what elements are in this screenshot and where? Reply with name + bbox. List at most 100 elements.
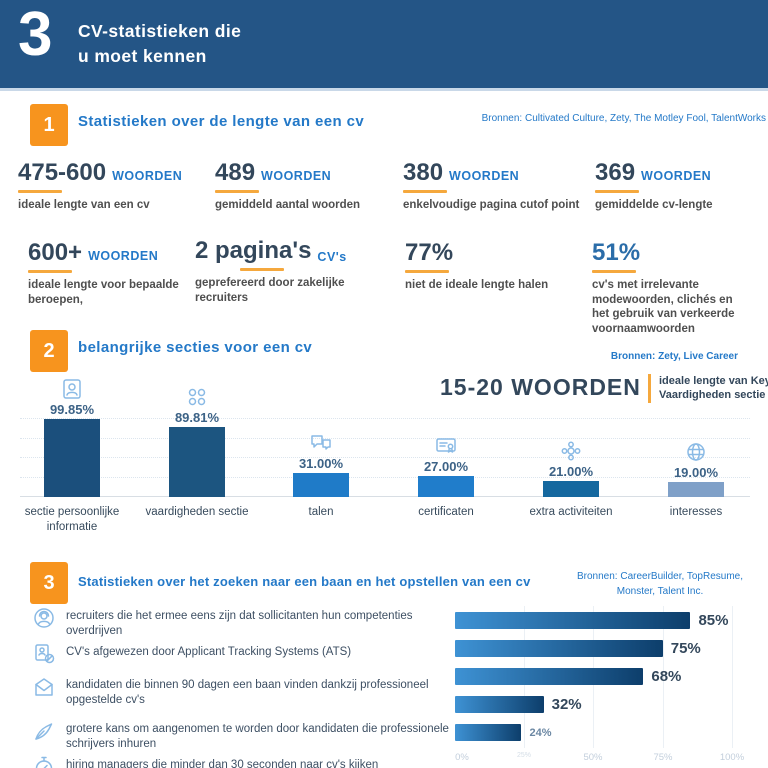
hbar-group: 85% — [455, 612, 728, 629]
section1-number: 1 — [43, 113, 55, 136]
bar-2 — [455, 668, 644, 685]
stat-number: 369 — [595, 159, 636, 186]
skills-icon — [185, 385, 209, 409]
list-item: hiring managers die minder dan 30 second… — [32, 755, 452, 768]
gridline — [732, 606, 733, 748]
stat-average-words: 489 WOORDEN gemiddeld aantal woorden — [215, 159, 400, 213]
stat-underline — [595, 190, 639, 194]
bar-3 — [455, 696, 544, 713]
stat-600plus-words: 600+ WOORDEN ideale lengte voor bepaalde … — [28, 239, 198, 307]
stat-buzzwords: 51% cv's met irrelevante modewoorden, cl… — [592, 239, 760, 336]
stat-unit: WOORDEN — [261, 169, 332, 183]
stat-single-page-cutoff: 380 WOORDEN enkelvoudige pagina cutof poi… — [403, 159, 598, 213]
gridline — [20, 438, 750, 439]
bar-3 — [418, 475, 474, 497]
stat-number: 489 — [215, 159, 256, 186]
bar-value-label: 21.00% — [548, 463, 594, 479]
ats-icon — [32, 642, 56, 666]
stat-caption: ideale lengte van een cv — [18, 199, 150, 212]
interests-icon — [684, 440, 708, 464]
stat-caption: ideale lengte voor bepaalde beroepen, — [28, 279, 179, 306]
bar-category-label: extra activiteiten — [529, 506, 613, 518]
stat-caption: geprefereerd door zakelijke recruiters — [195, 277, 345, 304]
stat-underline — [28, 270, 72, 274]
vbar-group: 21.00% — [506, 439, 636, 497]
x-axis-tick: 50% — [583, 752, 603, 763]
section1-number-badge: 1 — [30, 104, 68, 146]
list-item-text: CV's afgewezen door Applicant Tracking S… — [66, 646, 352, 659]
envelope-icon — [32, 675, 56, 699]
list-item: grotere kans om aangenomen te worden doo… — [32, 719, 452, 751]
vbar-group: 19.00% — [631, 440, 761, 497]
stat-caption: enkelvoudige pagina cutof point — [403, 199, 580, 212]
vbar-group: 31.00% — [256, 431, 386, 497]
header-divider — [0, 88, 768, 91]
x-axis-tick: 75% — [653, 752, 673, 763]
stat-caption: gemiddeld aantal woorden — [215, 199, 361, 212]
section2-sources: Bronnen: Zety, Live Career — [610, 351, 738, 362]
bar-value-label: 27.00% — [423, 458, 469, 474]
stat-number: 475-600 — [18, 159, 107, 186]
languages-icon — [309, 431, 333, 455]
bar-1 — [169, 426, 225, 497]
vbar-group: 99.85% — [7, 377, 137, 497]
stat-number: 77% — [405, 239, 454, 266]
certificate-icon — [434, 434, 458, 458]
pen-icon — [32, 719, 56, 743]
section3-sources-line2: Monster, Talent Inc. — [616, 585, 704, 597]
highlight-key-label: ideale lengte van Key Vaardigheden secti… — [648, 374, 768, 403]
bar-category-label: talen — [308, 506, 334, 518]
header-banner: 3 CV-statistieken die u moet kennen — [0, 0, 768, 88]
stat-underline — [405, 270, 449, 274]
bar-value-label: 32% — [551, 696, 582, 713]
bar-0 — [44, 419, 100, 497]
stat-number: 51% — [592, 239, 641, 266]
stat-underline — [215, 190, 259, 194]
stat-caption: niet de ideale lengte halen — [405, 279, 549, 292]
job-stats-bar-chart: 85% 75% 68% 32% 24% 0% 25% 50% 75% 100% — [452, 606, 764, 764]
bar-value-label: 31.00% — [298, 455, 344, 471]
stopwatch-icon — [32, 755, 56, 768]
section2-number-badge: 2 — [30, 330, 68, 372]
hbar-group: 24% — [455, 724, 552, 741]
bar-2 — [293, 472, 349, 497]
bar-1 — [455, 640, 663, 657]
section3-title: Statistieken over het zoeken naar een ba… — [78, 574, 531, 589]
list-item-text: hiring managers die minder dan 30 second… — [66, 759, 379, 768]
list-item-text: recruiters die het ermee eens zijn dat s… — [66, 610, 413, 637]
bar-value-label: 24% — [529, 726, 552, 739]
bar-category-label: sectie persoonlijke informatie — [24, 506, 120, 533]
stat-underline — [240, 268, 284, 272]
bar-value-label: 99.85% — [49, 402, 95, 418]
section2-title: belangrijke secties voor een cv — [78, 339, 313, 356]
activities-icon — [559, 439, 583, 463]
bar-category-label: vaardigheden sectie — [145, 506, 249, 518]
stat-number: 380 — [403, 159, 444, 186]
section3-number: 3 — [43, 571, 55, 594]
stat-unit: CV's — [317, 250, 347, 264]
recruiter-icon — [32, 606, 56, 630]
list-item: CV's afgewezen door Applicant Tracking S… — [32, 642, 452, 666]
bar-category-label: interesses — [669, 506, 723, 518]
bar-value-label: 75% — [670, 640, 701, 657]
hbar-group: 32% — [455, 696, 582, 713]
stat-average-cv-length: 369 WOORDEN gemiddelde cv-lengte — [595, 159, 765, 213]
stat-number: 600+ — [28, 239, 83, 266]
x-axis-line — [20, 496, 750, 497]
page-title-line2: u moet kennen — [78, 46, 207, 67]
section3-number-badge: 3 — [30, 562, 68, 604]
cv-sections-bar-chart: 99.85% sectie persoonlijke informatie 89.8… — [20, 372, 750, 544]
bar-4 — [455, 724, 522, 741]
stat-underline — [403, 190, 447, 194]
bar-value-label: 68% — [651, 668, 682, 685]
bar-0 — [455, 612, 691, 629]
vbar-group: 89.81% — [132, 385, 262, 497]
stat-unit: WOORDEN — [449, 169, 520, 183]
stat-caption: gemiddelde cv-lengte — [595, 199, 713, 212]
stat-unit: WOORDEN — [88, 249, 159, 263]
section1-title: Statistieken over de lengte van een cv — [78, 113, 365, 130]
section2-number: 2 — [43, 339, 55, 362]
vbar-group: 27.00% — [381, 434, 511, 497]
bar-value-label: 85% — [698, 612, 729, 629]
